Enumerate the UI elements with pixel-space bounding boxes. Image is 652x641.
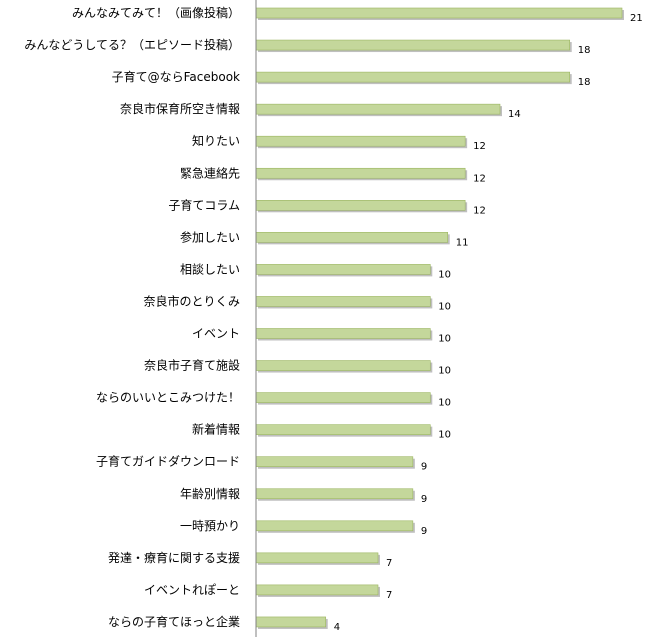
category-label: 新着情報 [192, 422, 240, 437]
category-label: 緊急連絡先 [180, 165, 240, 180]
data-label: 7 [386, 558, 392, 569]
bar [255, 135, 466, 147]
category-label: イベント [192, 327, 240, 341]
category-label: ならの子育てほっと企業 [108, 614, 240, 629]
bar [255, 328, 431, 339]
category-label: 奈良市保育所空き情報 [120, 101, 240, 116]
bar [255, 167, 466, 179]
data-label: 11 [456, 237, 469, 248]
data-label: 18 [578, 77, 591, 88]
data-label: 9 [421, 462, 427, 473]
category-label: 奈良市子育て施設 [144, 358, 240, 373]
bar [255, 39, 571, 51]
category-label: 子育てコラム [168, 197, 240, 212]
data-label: 10 [438, 334, 451, 345]
bar [255, 296, 431, 307]
data-label: 10 [438, 269, 451, 280]
category-label: みんなみてみて！（画像投稿） [72, 5, 240, 20]
category-label: 奈良市のとりくみ [144, 293, 240, 308]
bar [255, 71, 571, 83]
data-label: 10 [438, 398, 451, 409]
bar [255, 424, 431, 435]
data-label: 12 [473, 173, 486, 184]
bar [255, 200, 466, 211]
bar [255, 488, 414, 500]
category-label: 年齢別情報 [180, 486, 240, 501]
bar [255, 584, 379, 596]
category-label: みんなどうしてる？（エピソード投稿） [24, 37, 240, 52]
category-label: 参加したい [180, 229, 240, 244]
bar [255, 103, 501, 115]
bar [255, 7, 623, 19]
category-label: ならのいいとこみつけた！ [96, 391, 240, 405]
bar [255, 520, 414, 532]
bar [255, 552, 379, 564]
category-label: 知りたい [192, 134, 240, 148]
data-label: 12 [473, 205, 486, 216]
bar [255, 392, 431, 403]
data-label: 9 [421, 526, 427, 537]
data-label: 14 [508, 109, 521, 120]
data-label: 10 [438, 430, 451, 441]
bars-layer [255, 7, 624, 629]
category-label: 子育て@ならFacebook [112, 69, 240, 84]
category-label: イベントれぽーと [144, 583, 240, 597]
data-label: 12 [473, 141, 486, 152]
bar [255, 232, 449, 243]
category-labels-layer: みんなみてみて！（画像投稿） みんなどうしてる？（エピソード投稿） 子育て@ならFa… [24, 5, 240, 629]
category-label: 子育てガイドダウンロード [96, 454, 240, 469]
data-label: 7 [386, 590, 392, 601]
value-labels-layer: 21 18 18 14 12 12 12 11 10 10 10 10 10 10 9 9 9 7 7 4 [334, 13, 643, 633]
data-label: 4 [334, 622, 340, 633]
bar [255, 360, 431, 371]
data-label: 10 [438, 301, 451, 312]
data-label: 18 [578, 45, 591, 56]
bar [255, 616, 327, 628]
bar [255, 264, 431, 275]
category-label: 一時預かり [180, 519, 240, 533]
bar [255, 456, 414, 468]
data-label: 10 [438, 366, 451, 377]
data-label: 9 [421, 494, 427, 505]
data-label: 21 [630, 13, 643, 24]
category-label: 相談したい [180, 261, 240, 276]
category-label: 発達・療育に関する支援 [108, 550, 240, 565]
